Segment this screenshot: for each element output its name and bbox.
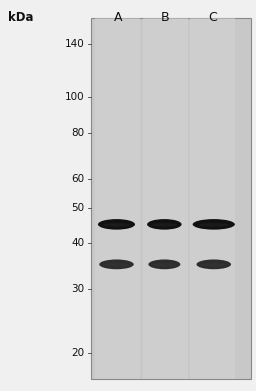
Text: 100: 100 <box>65 92 84 102</box>
Text: 30: 30 <box>71 284 84 294</box>
Text: C: C <box>208 11 217 24</box>
Ellipse shape <box>147 219 182 230</box>
Text: 50: 50 <box>71 203 84 213</box>
Bar <box>190 18 235 379</box>
Ellipse shape <box>198 223 230 227</box>
Ellipse shape <box>151 223 177 227</box>
Text: 60: 60 <box>71 174 84 184</box>
Text: 80: 80 <box>71 128 84 138</box>
Ellipse shape <box>201 263 227 267</box>
Ellipse shape <box>152 263 176 267</box>
Ellipse shape <box>99 260 134 269</box>
Ellipse shape <box>98 219 135 230</box>
Ellipse shape <box>197 260 231 269</box>
Ellipse shape <box>103 223 130 227</box>
Ellipse shape <box>103 263 130 267</box>
Text: 140: 140 <box>65 39 84 49</box>
Ellipse shape <box>148 260 180 269</box>
Ellipse shape <box>193 219 235 230</box>
Text: B: B <box>161 11 169 24</box>
Text: 20: 20 <box>71 348 84 359</box>
Bar <box>91 18 251 379</box>
Bar <box>143 18 187 379</box>
Text: A: A <box>113 11 122 24</box>
Text: kDa: kDa <box>8 11 33 24</box>
Bar <box>95 18 140 379</box>
Text: 40: 40 <box>71 238 84 248</box>
